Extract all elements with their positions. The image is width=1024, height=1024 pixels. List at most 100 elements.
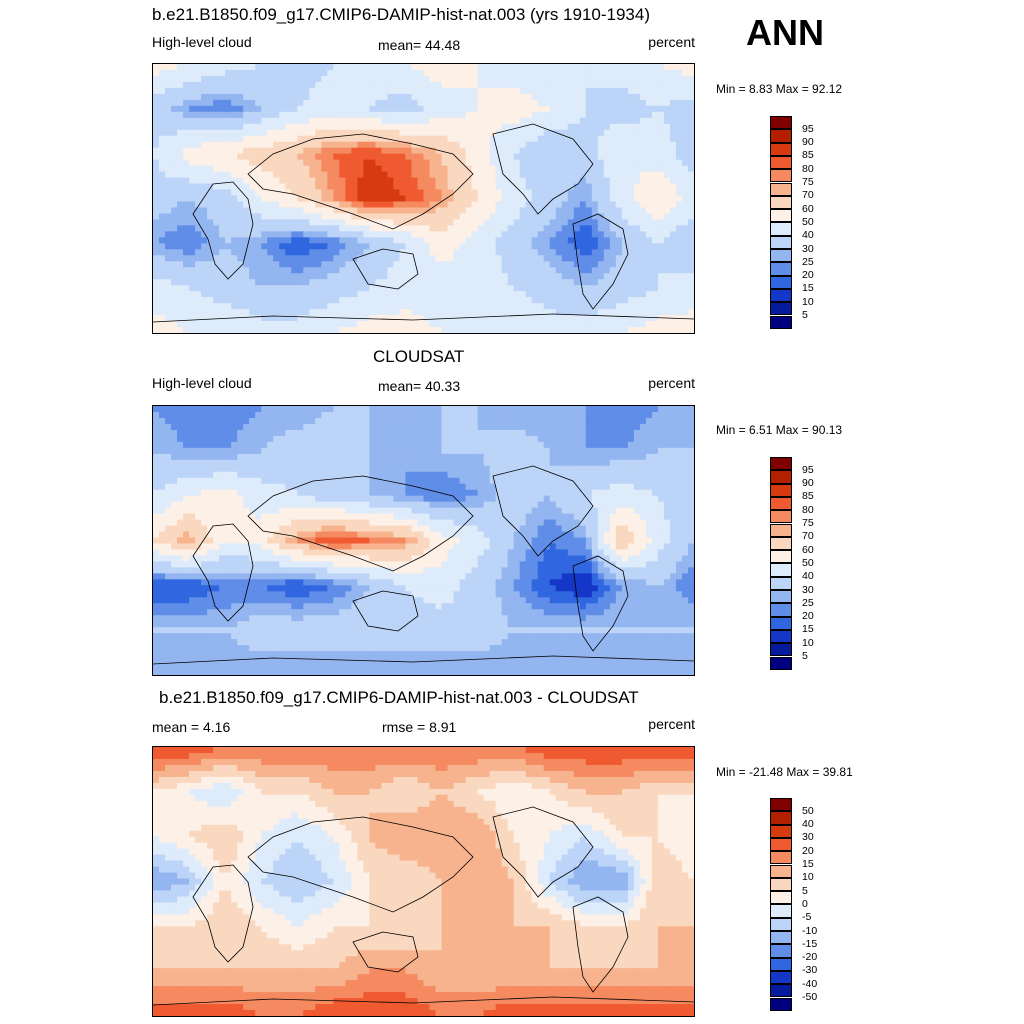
field-cell (651, 195, 659, 203)
field-cell (399, 273, 407, 280)
field-cell (459, 213, 467, 221)
field-cell (375, 195, 383, 203)
field-cell (285, 231, 292, 238)
field-cell (591, 435, 599, 443)
field-cell (621, 435, 629, 443)
field-cell (321, 129, 328, 137)
field-cell (201, 87, 208, 95)
field-cell (537, 255, 545, 262)
field-cell (657, 153, 665, 161)
field-cell (195, 141, 202, 149)
field-cell (537, 75, 545, 83)
field-cell (621, 93, 629, 101)
field-cell (615, 207, 623, 215)
field-cell (201, 459, 208, 467)
field-cell (573, 183, 581, 191)
field-cell (213, 261, 220, 268)
field-cell (285, 105, 292, 113)
field-cell (639, 459, 647, 467)
field-cell (417, 171, 425, 179)
field-cell (153, 237, 160, 244)
field-cell (243, 429, 250, 437)
field-cell (627, 297, 635, 304)
field-cell (201, 123, 208, 131)
field-cell (177, 243, 184, 250)
field-cell (363, 219, 370, 226)
field-cell (597, 249, 605, 256)
field-cell (255, 327, 262, 333)
field-cell (621, 207, 629, 215)
field-cell (315, 327, 322, 333)
field-cell (291, 459, 298, 467)
field-cell (231, 93, 238, 101)
field-cell (561, 303, 569, 310)
field-cell (651, 309, 659, 316)
field-cell (363, 321, 370, 328)
field-cell (339, 219, 346, 226)
field-cell (171, 297, 178, 304)
field-cell (231, 153, 238, 161)
field-cell (429, 297, 437, 304)
field-cell (387, 153, 395, 161)
field-cell (429, 303, 437, 310)
field-cell (441, 105, 449, 113)
field-cell (261, 441, 268, 449)
field-cell (585, 213, 593, 221)
field-cell (375, 321, 383, 328)
field-cell (543, 423, 551, 431)
field-cell (339, 447, 346, 455)
field-cell (543, 219, 551, 226)
field-cell (675, 435, 683, 443)
field-cell (357, 111, 364, 119)
field-cell (357, 429, 364, 437)
field-cell (309, 435, 316, 443)
field-cell (225, 153, 232, 161)
field-cell (237, 117, 244, 125)
field-cell (627, 273, 635, 280)
field-cell (633, 183, 641, 191)
field-cell (567, 117, 575, 125)
field-cell (207, 237, 214, 244)
field-cell (405, 453, 413, 461)
field-cell (465, 406, 473, 413)
field-cell (459, 93, 467, 101)
field-cell (585, 429, 593, 437)
field-cell (651, 327, 659, 333)
field-cell (543, 453, 551, 461)
field-cell (429, 447, 437, 455)
field-cell (171, 141, 178, 149)
field-cell (279, 159, 286, 167)
field-cell (471, 99, 479, 107)
field-cell (645, 117, 653, 125)
field-cell (213, 123, 220, 131)
field-cell (639, 159, 647, 167)
field-cell (153, 99, 160, 107)
field-cell (681, 195, 689, 203)
field-cell (501, 261, 509, 268)
field-cell (405, 255, 413, 262)
field-cell (369, 153, 377, 161)
field-cell (411, 255, 419, 262)
field-cell (447, 81, 455, 89)
field-cell (225, 165, 232, 173)
field-cell (273, 189, 280, 197)
field-cell (363, 231, 370, 238)
field-cell (411, 123, 419, 131)
field-cell (393, 417, 401, 425)
field-cell (639, 237, 647, 244)
field-cell (159, 291, 166, 298)
field-cell (375, 261, 383, 268)
field-cell (363, 225, 370, 232)
field-cell (543, 309, 551, 316)
field-cell (171, 327, 178, 333)
field-cell (567, 111, 575, 119)
field-cell (255, 69, 262, 77)
field-cell (519, 261, 527, 268)
field-cell (363, 406, 370, 413)
field-cell (345, 327, 352, 333)
field-cell (471, 135, 479, 143)
field-cell (309, 87, 316, 95)
field-cell (531, 219, 539, 226)
field-cell (531, 406, 539, 413)
field-cell (387, 423, 395, 431)
